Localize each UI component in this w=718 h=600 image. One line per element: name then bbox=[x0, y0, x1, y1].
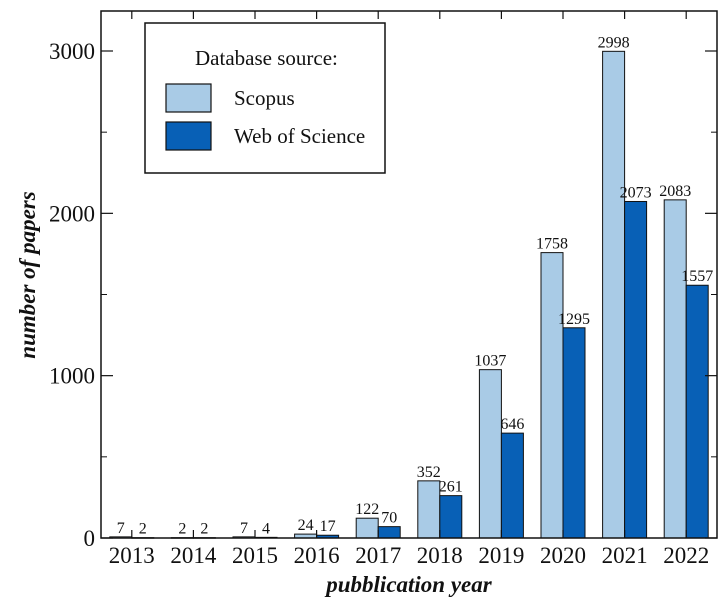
bar-web-of-science-2022 bbox=[686, 285, 708, 538]
data-label-web-of-science-2020: 1295 bbox=[558, 311, 590, 328]
bar-web-of-science-2020 bbox=[563, 328, 585, 538]
data-label-scopus-2020: 1758 bbox=[536, 236, 568, 253]
bar-scopus-2019 bbox=[479, 370, 501, 538]
legend-swatch-scopus bbox=[166, 84, 211, 112]
x-tick-label-2013: 2013 bbox=[109, 543, 155, 568]
legend-label-web-of-science: Web of Science bbox=[234, 124, 365, 148]
data-label-web-of-science-2019: 646 bbox=[500, 416, 524, 433]
x-tick-label-2017: 2017 bbox=[355, 543, 401, 568]
data-label-web-of-science-2022: 1557 bbox=[681, 268, 713, 285]
y-axis-title: number of papers bbox=[15, 191, 40, 358]
legend-swatch-web-of-science bbox=[166, 122, 211, 150]
bar-scopus-2018 bbox=[418, 481, 440, 538]
y-tick-label-0: 0 bbox=[84, 526, 96, 551]
data-label-scopus-2017: 122 bbox=[355, 501, 379, 518]
x-tick-label-2020: 2020 bbox=[540, 543, 586, 568]
data-label-web-of-science-2014: 2 bbox=[200, 521, 208, 538]
data-label-web-of-science-2021: 2073 bbox=[620, 184, 652, 201]
data-label-web-of-science-2018: 261 bbox=[439, 479, 463, 496]
y-tick-label-1000: 1000 bbox=[49, 364, 95, 389]
x-tick-label-2019: 2019 bbox=[478, 543, 524, 568]
bar-web-of-science-2018 bbox=[440, 496, 462, 538]
data-label-scopus-2021: 2998 bbox=[598, 34, 630, 51]
bar-scopus-2020 bbox=[541, 253, 563, 538]
data-label-scopus-2013: 7 bbox=[117, 520, 125, 537]
data-label-web-of-science-2015: 4 bbox=[262, 520, 270, 537]
bar-web-of-science-2019 bbox=[501, 433, 523, 538]
bar-web-of-science-2017 bbox=[378, 527, 400, 538]
data-label-web-of-science-2016: 17 bbox=[320, 518, 336, 535]
data-label-scopus-2018: 352 bbox=[417, 464, 441, 481]
data-label-scopus-2019: 1037 bbox=[474, 353, 506, 370]
data-label-scopus-2022: 2083 bbox=[659, 183, 691, 200]
legend-label-scopus: Scopus bbox=[234, 86, 295, 110]
data-label-scopus-2016: 24 bbox=[298, 517, 314, 534]
x-tick-label-2022: 2022 bbox=[663, 543, 709, 568]
bar-scopus-2017 bbox=[356, 518, 378, 538]
data-label-scopus-2014: 2 bbox=[178, 521, 186, 538]
data-label-scopus-2015: 7 bbox=[240, 520, 248, 537]
data-label-web-of-science-2017: 70 bbox=[381, 510, 397, 527]
x-axis-title: pubblication year bbox=[324, 572, 493, 597]
bar-scopus-2022 bbox=[664, 200, 686, 538]
legend: Database source: Scopus Web of Science bbox=[145, 23, 385, 173]
x-tick-label-2014: 2014 bbox=[170, 543, 217, 568]
x-tick-label-2018: 2018 bbox=[417, 543, 463, 568]
x-tick-label-2015: 2015 bbox=[232, 543, 278, 568]
legend-title: Database source: bbox=[195, 46, 338, 70]
data-label-web-of-science-2013: 2 bbox=[139, 521, 147, 538]
y-tick-label-2000: 2000 bbox=[49, 201, 95, 226]
bar-scopus-2021 bbox=[603, 51, 625, 538]
x-tick-label-2021: 2021 bbox=[602, 543, 648, 568]
bar-web-of-science-2021 bbox=[625, 201, 647, 538]
y-tick-label-3000: 3000 bbox=[49, 39, 95, 64]
x-tick-label-2016: 2016 bbox=[294, 543, 340, 568]
